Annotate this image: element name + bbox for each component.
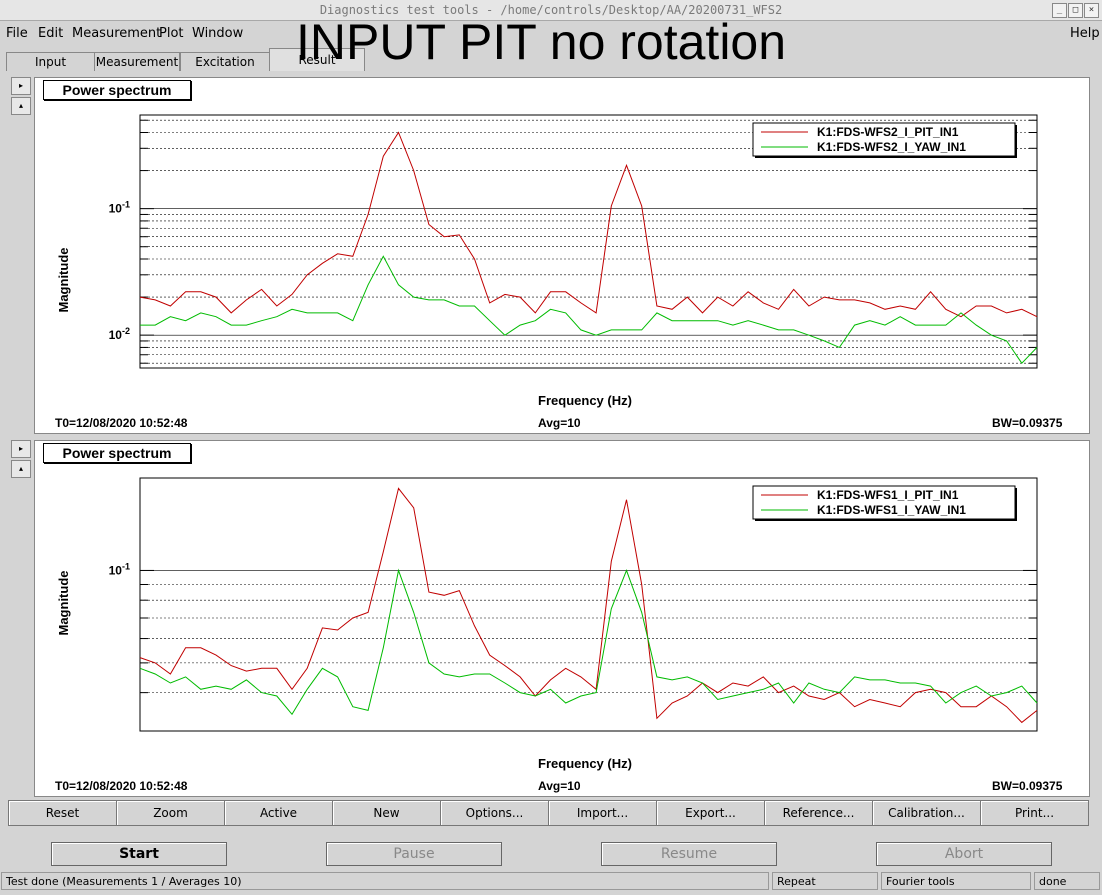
overlay-title: INPUT PIT no rotation [296, 14, 787, 70]
window-title-bar: Diagnostics test tools - /home/controls/… [0, 0, 1102, 21]
legend-box [752, 122, 1016, 157]
panel2-expand-icon[interactable]: ▸ [11, 440, 31, 458]
zoom-button[interactable]: Zoom [116, 800, 225, 826]
ylabel-2: Magnitude [56, 571, 71, 636]
plot-2-svg[interactable]: Magnitude Frequency (Hz) 10-1 K1:FDS-WFS1… [35, 441, 1089, 796]
ylabel-1: Magnitude [56, 248, 71, 313]
tab-excitation[interactable]: Excitation [180, 52, 270, 71]
y-tick-label: 10-2 [109, 326, 130, 342]
panel2-avg: Avg=10 [538, 779, 581, 793]
tab-input[interactable]: Input [6, 52, 95, 71]
plot-panel-1: Magnitude Frequency (Hz) 10-1 10-2 K1:FDS-… [34, 77, 1090, 434]
menu-bar: File Edit Measurement Plot Window Help [0, 22, 1102, 44]
panel2-collapse-icon[interactable]: ▴ [11, 460, 31, 478]
reset-button[interactable]: Reset [8, 800, 117, 826]
panel1-t0: T0=12/08/2020 10:52:48 [55, 416, 188, 430]
menu-measurement[interactable]: Measurement [72, 26, 162, 41]
reference-button[interactable]: Reference... [764, 800, 873, 826]
plot-panel-2: Magnitude Frequency (Hz) 10-1 K1:FDS-WFS1… [34, 440, 1090, 797]
status-mode: Repeat [772, 872, 878, 890]
plot-toolbar: Reset Zoom Active New Options... Import.… [8, 800, 1090, 826]
menu-window[interactable]: Window [192, 26, 244, 41]
export-button[interactable]: Export... [656, 800, 765, 826]
series-line-green [139, 568, 1038, 716]
legend-box [752, 485, 1016, 520]
series-line-green [140, 255, 1038, 364]
close-icon[interactable]: × [1084, 3, 1099, 18]
plot-1-svg[interactable]: Magnitude Frequency (Hz) 10-1 10-2 K1:FDS-… [35, 78, 1089, 433]
tab-result[interactable]: Result [269, 48, 365, 71]
active-button[interactable]: Active [224, 800, 333, 826]
window-title: Diagnostics test tools - /home/controls/… [319, 3, 783, 17]
legend-label: K1:FDS-WFS1_I_PIT_IN1 [817, 488, 959, 502]
legend-label: K1:FDS-WFS2_I_YAW_IN1 [817, 140, 966, 154]
panel1-collapse-icon[interactable]: ▴ [11, 97, 31, 115]
start-button[interactable]: Start [51, 842, 227, 866]
menu-edit[interactable]: Edit [38, 26, 64, 41]
series-line-red [139, 487, 1038, 724]
resume-button[interactable]: Resume [601, 842, 777, 866]
menu-file[interactable]: File [6, 26, 28, 41]
xlabel-2: Frequency (Hz) [538, 756, 632, 771]
import-button[interactable]: Import... [548, 800, 657, 826]
panel1-title: Power spectrum [43, 80, 191, 100]
menu-plot[interactable]: Plot [159, 26, 184, 41]
panel1-avg: Avg=10 [538, 416, 581, 430]
panel2-title: Power spectrum [43, 443, 191, 463]
minimize-icon[interactable]: _ [1052, 3, 1067, 18]
pause-button[interactable]: Pause [326, 842, 502, 866]
plot-frame [139, 477, 1038, 732]
calibration-button[interactable]: Calibration... [872, 800, 981, 826]
print-button[interactable]: Print... [980, 800, 1089, 826]
menu-help[interactable]: Help [1070, 26, 1100, 41]
panel2-t0: T0=12/08/2020 10:52:48 [55, 779, 188, 793]
maximize-icon[interactable]: □ [1068, 3, 1083, 18]
status-message: Test done (Measurements 1 / Averages 10) [1, 872, 769, 890]
status-tool: Fourier tools [881, 872, 1031, 890]
status-state: done [1034, 872, 1100, 890]
new-button[interactable]: New [332, 800, 441, 826]
y-tick-label: 10-1 [109, 561, 130, 577]
panel2-bw: BW=0.09375 [992, 779, 1063, 793]
abort-button[interactable]: Abort [876, 842, 1052, 866]
options-button[interactable]: Options... [440, 800, 549, 826]
legend-label: K1:FDS-WFS1_I_YAW_IN1 [817, 503, 966, 517]
tab-measurement[interactable]: Measurement [94, 52, 180, 71]
legend-label: K1:FDS-WFS2_I_PIT_IN1 [817, 125, 959, 139]
panel1-bw: BW=0.09375 [992, 416, 1063, 430]
plot-frame [139, 114, 1038, 369]
series-line-red [139, 131, 1038, 318]
panel1-expand-icon[interactable]: ▸ [11, 77, 31, 95]
xlabel-1: Frequency (Hz) [538, 393, 632, 408]
y-tick-label: 10-1 [109, 200, 130, 216]
